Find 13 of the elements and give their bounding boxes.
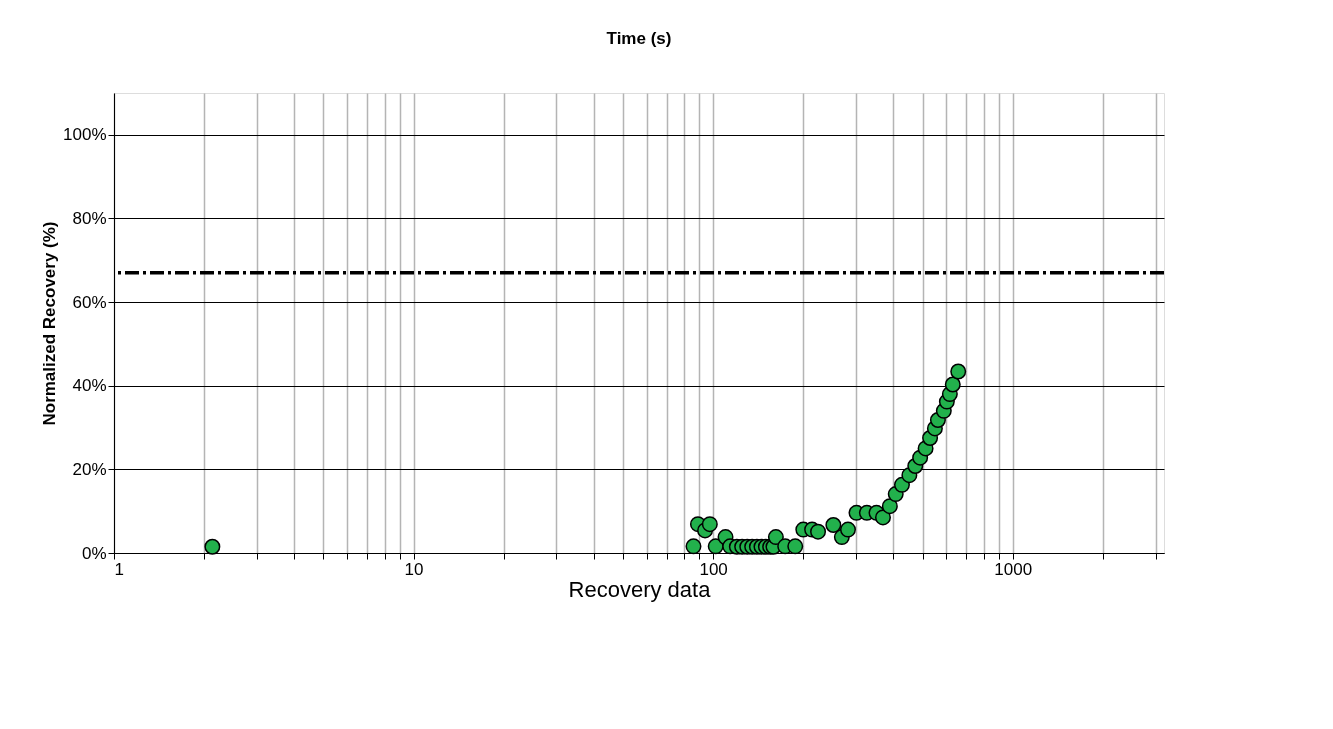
- x-axis-title: Recovery data: [568, 576, 712, 602]
- y-tick-label: 80%: [72, 208, 107, 228]
- y-axis-title: Normalized Recovery (%): [40, 221, 60, 426]
- x-tick-label: 1: [114, 559, 124, 579]
- y-tick-label: 20%: [72, 459, 107, 479]
- y-tick-label: 40%: [72, 376, 107, 396]
- y-tick-label: 60%: [72, 292, 107, 312]
- x-tick-label: 100: [699, 559, 728, 579]
- x-tick-label: 1000: [994, 559, 1033, 579]
- chart-title: Time (s): [606, 29, 672, 48]
- x-tick-label: 10: [404, 559, 424, 579]
- y-tick-label: 100%: [63, 125, 107, 145]
- y-tick-label: 0%: [81, 543, 107, 563]
